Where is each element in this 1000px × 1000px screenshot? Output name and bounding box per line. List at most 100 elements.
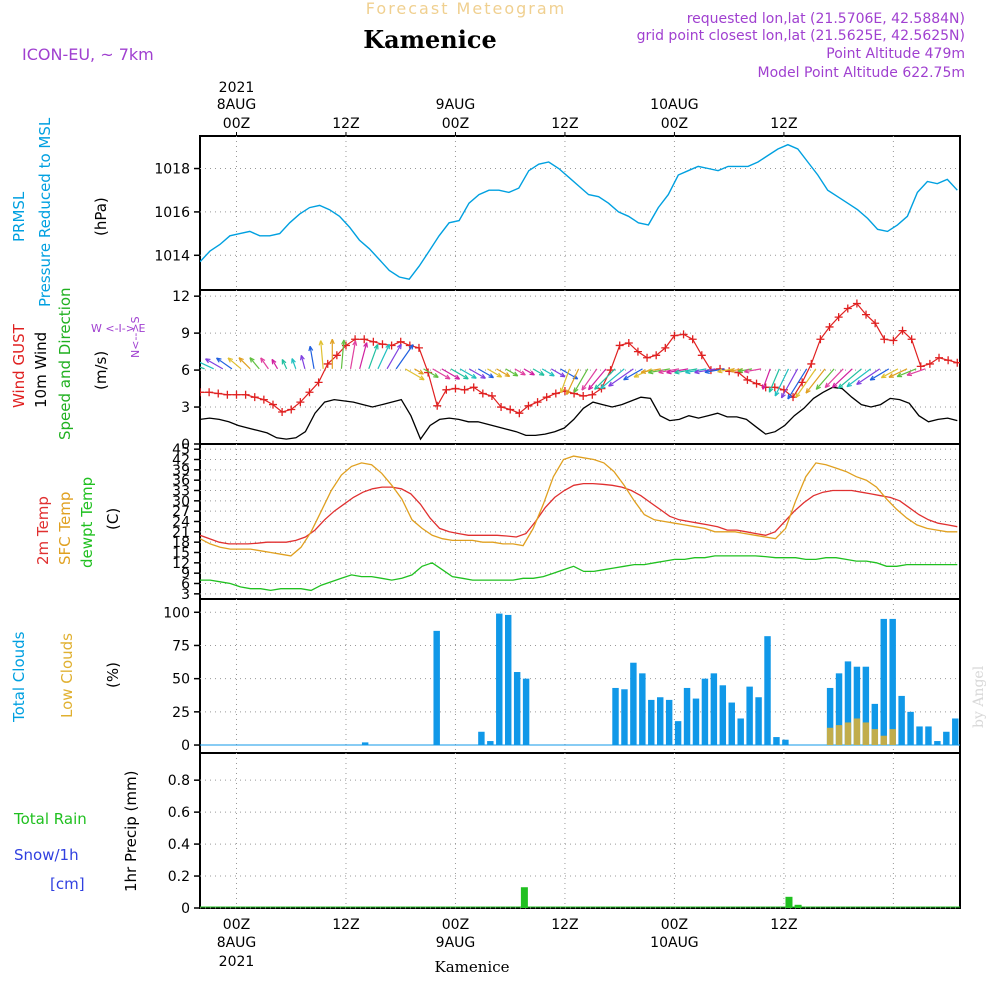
y-tick-label: 39 — [172, 463, 190, 479]
bottom-day-label: 8AUG — [217, 935, 257, 951]
total-cloud-bar — [361, 742, 369, 746]
wind-arrow — [906, 368, 926, 376]
wind-arrow — [869, 368, 890, 381]
gust-marker — [670, 331, 679, 340]
total-cloud-bar — [433, 630, 440, 746]
rain-bar — [794, 904, 802, 908]
gust-marker — [515, 409, 524, 418]
wind-arrow — [566, 368, 580, 395]
wind-arrow — [768, 368, 780, 393]
wind-arrow-head — [281, 358, 287, 365]
rain-bar — [785, 896, 793, 908]
total-cloud-bar — [522, 678, 530, 746]
low-cloud-bar — [826, 727, 834, 746]
panel-frame — [199, 135, 961, 291]
wind-arrow — [238, 357, 251, 370]
total-cloud-bar — [701, 678, 709, 746]
wind-arrow — [824, 368, 844, 388]
total-cloud-bar — [478, 731, 485, 746]
dew-label: dewpt Temp — [78, 477, 96, 568]
wind-arrow — [260, 357, 269, 370]
wind-arrow-head — [396, 343, 402, 350]
wind-arrow-head — [454, 374, 461, 380]
wind-arrow-head — [824, 382, 830, 389]
wind-arrow — [648, 368, 670, 374]
wind-arrow-head — [717, 368, 723, 374]
wind-arrow-head — [300, 354, 305, 361]
top-time-label: 12Z — [332, 116, 359, 132]
bottom-time-label: 00Z — [661, 917, 688, 933]
wind-arrow — [395, 344, 414, 370]
y-tick-label: 12 — [172, 289, 190, 305]
wind-arrow-head — [704, 369, 710, 375]
y-tick-label: 6 — [181, 363, 190, 379]
pressure-plot — [200, 143, 958, 280]
gust-marker — [852, 299, 861, 308]
gust-marker — [889, 336, 898, 345]
gust-marker — [451, 384, 460, 393]
gust-marker — [497, 403, 506, 412]
gust-marker — [752, 379, 761, 388]
total-cloud-bar — [665, 699, 673, 746]
low-cloud-bar — [835, 725, 843, 746]
top-time-label: 12Z — [770, 116, 797, 132]
y-tick-label: 1018 — [154, 162, 190, 178]
wind-arrow — [386, 343, 402, 370]
prmsl-line — [200, 143, 958, 280]
gust-marker — [241, 390, 250, 399]
wind-arrow — [432, 368, 451, 380]
gust-marker — [469, 383, 478, 392]
wind-arrow — [532, 368, 545, 376]
total-cloud-bar — [871, 703, 879, 746]
y-tick-label: 75 — [172, 638, 190, 654]
total-cloud-bar — [916, 726, 923, 746]
gust-marker — [907, 335, 916, 344]
y-tick-label: 0 — [181, 901, 190, 917]
wind-arrow-head — [419, 375, 425, 381]
wind-arrow-head — [238, 357, 244, 363]
wind-arrow — [846, 368, 871, 388]
total-cloud-bar — [835, 673, 843, 746]
gust-marker — [268, 400, 277, 409]
wind-arrow — [523, 368, 535, 376]
total-cloud-bar — [773, 737, 780, 746]
y-tick-label: 45 — [172, 442, 190, 458]
low-clouds-label: Low Clouds — [58, 633, 76, 718]
y-tick-label: 24 — [172, 515, 190, 531]
gust-marker — [816, 335, 825, 344]
low-cloud-bar — [862, 722, 870, 746]
sfc-label: SFC Temp — [56, 492, 74, 565]
wind-arrow-head — [433, 372, 439, 378]
total-cloud-bar — [952, 718, 959, 746]
total-cloud-bar — [943, 731, 950, 746]
y-tick-label: 100 — [163, 605, 190, 621]
gust-marker — [862, 310, 871, 319]
gust-marker — [369, 337, 378, 346]
credit-label: by Angel — [971, 665, 987, 728]
wind-arrow — [291, 358, 297, 370]
wind-arrow-head — [856, 379, 862, 385]
gust-marker — [935, 353, 944, 362]
point-altitude: Point Altitude 479m — [826, 46, 965, 62]
y-tick-label: 36 — [172, 473, 190, 489]
gust-marker — [296, 398, 305, 407]
wind-arrow-head — [308, 345, 314, 352]
wind-arrow-head — [880, 373, 887, 379]
bottom-time-label: 00Z — [442, 917, 469, 933]
y-tick-label: 3 — [181, 400, 190, 416]
gust-marker — [679, 330, 688, 339]
gust-marker — [643, 353, 652, 362]
product-title: Forecast Meteogram — [366, 0, 566, 18]
wind-arrow-head — [666, 369, 672, 375]
wind-arrow — [205, 358, 224, 370]
gust-marker — [478, 389, 487, 398]
wind-arrow — [227, 357, 242, 370]
gust-marker — [542, 393, 551, 402]
y-tick-label: 27 — [172, 504, 190, 520]
wind10-label: 10m Wind — [32, 332, 50, 408]
gust-marker — [944, 356, 953, 365]
total-cloud-bar — [710, 673, 718, 746]
total-clouds-label: Total Clouds — [10, 631, 28, 723]
total-cloud-bar — [692, 698, 700, 746]
prmsl-desc-label: Pressure Reduced to MSL — [36, 117, 54, 307]
